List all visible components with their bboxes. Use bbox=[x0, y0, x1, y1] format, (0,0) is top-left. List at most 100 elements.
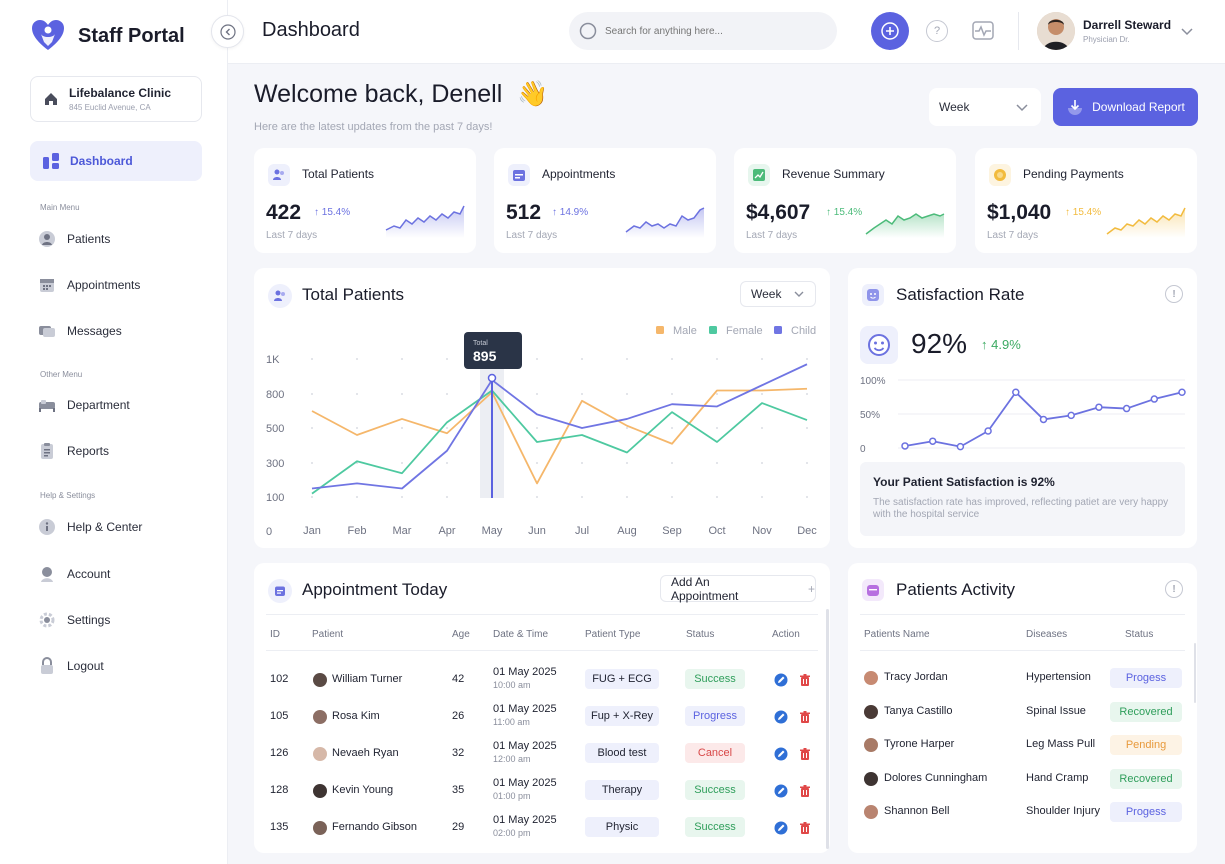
series-line-female[interactable] bbox=[311, 389, 808, 495]
avatar bbox=[313, 784, 327, 798]
data-point[interactable] bbox=[984, 427, 992, 435]
search-bar[interactable] bbox=[569, 12, 837, 50]
stat-card-revenue[interactable]: Revenue Summary $4,607 ↑ 15.4% Last 7 da… bbox=[734, 148, 956, 253]
pencil-icon bbox=[774, 710, 788, 724]
main-menu-label: Main Menu bbox=[40, 203, 80, 212]
lock-icon bbox=[38, 657, 56, 675]
sidebar-item-label: Department bbox=[67, 398, 130, 412]
list-item[interactable]: Tanya Castillo Spinal Issue Recovered bbox=[848, 698, 1193, 726]
grid-dot bbox=[401, 496, 403, 498]
collapse-sidebar-button[interactable] bbox=[211, 15, 244, 48]
data-point[interactable] bbox=[1039, 415, 1048, 424]
cell-patient: Fernando Gibson bbox=[332, 821, 417, 833]
edit-button[interactable] bbox=[774, 821, 788, 835]
plus-icon: + bbox=[807, 581, 815, 596]
edit-button[interactable] bbox=[774, 784, 788, 798]
data-point[interactable] bbox=[928, 437, 937, 445]
delete-button[interactable] bbox=[798, 747, 812, 761]
legend-label-female[interactable]: Female bbox=[726, 325, 763, 337]
cell-time: 12:00 am bbox=[493, 754, 531, 764]
download-report-button[interactable]: Download Report bbox=[1053, 88, 1198, 126]
data-point[interactable] bbox=[1095, 403, 1103, 411]
clinic-selector[interactable]: Lifebalance Clinic 845 Euclid Avenue, CA bbox=[30, 76, 202, 122]
sidebar-item-account[interactable]: Account bbox=[38, 560, 202, 588]
delete-button[interactable] bbox=[798, 821, 812, 835]
series-line-child[interactable] bbox=[311, 363, 808, 490]
info-button[interactable]: ! bbox=[1165, 285, 1183, 303]
grid-dot bbox=[536, 496, 538, 498]
chevron-down-icon[interactable] bbox=[1180, 24, 1194, 38]
grid-dot bbox=[761, 496, 763, 498]
sidebar-item-messages[interactable]: Messages bbox=[38, 317, 202, 345]
data-point[interactable] bbox=[1012, 388, 1020, 396]
add-button[interactable] bbox=[871, 12, 909, 50]
data-point[interactable] bbox=[1150, 395, 1159, 403]
stat-card-total-patients[interactable]: Total Patients 422 ↑ 15.4% Last 7 days bbox=[254, 148, 476, 253]
table-scrollbar[interactable] bbox=[1194, 643, 1196, 703]
list-item[interactable]: Tracy Jordan Hypertension Progess bbox=[848, 664, 1193, 692]
activity-monitor-icon[interactable] bbox=[971, 19, 995, 43]
delete-button[interactable] bbox=[798, 784, 812, 798]
table-row[interactable]: 105 Rosa Kim 26 01 May 2025 11:00 am Fup + X-… bbox=[254, 701, 820, 733]
sidebar-item-dashboard[interactable]: Dashboard bbox=[30, 141, 202, 181]
sidebar-item-department[interactable]: Department bbox=[38, 391, 202, 419]
info-button[interactable]: ! bbox=[1165, 580, 1183, 598]
x-tick-label: Aug bbox=[617, 525, 637, 537]
stat-card-pending-payments[interactable]: Pending Payments $1,040 ↑ 15.4% Last 7 d… bbox=[975, 148, 1197, 253]
series-line-male[interactable] bbox=[311, 387, 808, 485]
range-select[interactable]: Week bbox=[929, 88, 1041, 126]
gear-icon bbox=[38, 611, 56, 629]
type-badge: FUG + ECG bbox=[585, 669, 659, 689]
edit-button[interactable] bbox=[774, 747, 788, 761]
table-row[interactable]: 135 Fernando Gibson 29 01 May 2025 02:00 pm P… bbox=[254, 812, 820, 844]
satisfaction-card: Satisfaction Rate ! 92% ↑ 4.9% 100% 50% 0 … bbox=[848, 268, 1197, 548]
sidebar-item-settings[interactable]: Settings bbox=[38, 606, 202, 634]
legend-label-child[interactable]: Child bbox=[791, 325, 816, 337]
legend-label-male[interactable]: Male bbox=[673, 325, 697, 337]
grid-dot bbox=[356, 496, 358, 498]
list-item[interactable]: Dolores Cunningham Hand Cramp Recovered bbox=[848, 765, 1193, 793]
table-scrollbar[interactable] bbox=[826, 609, 829, 849]
data-point[interactable] bbox=[1067, 411, 1075, 420]
logo[interactable]: Staff Portal bbox=[30, 18, 185, 54]
data-point[interactable] bbox=[901, 442, 909, 450]
satisfaction-line-chart[interactable]: 100% 50% 0 bbox=[848, 368, 1197, 468]
col-header-status: Status bbox=[1125, 629, 1154, 640]
col-header-action: Action bbox=[772, 629, 800, 640]
cell-time: 02:00 pm bbox=[493, 828, 531, 838]
sidebar-item-help-center[interactable]: Help & Center bbox=[38, 513, 202, 541]
grid-dot bbox=[626, 393, 628, 395]
add-appointment-button[interactable]: Add An Appointment + bbox=[660, 575, 816, 603]
edit-button[interactable] bbox=[774, 673, 788, 687]
search-input[interactable] bbox=[605, 25, 825, 37]
sidebar-item-reports[interactable]: Reports bbox=[38, 437, 202, 465]
divider bbox=[860, 614, 1185, 615]
data-point[interactable] bbox=[1122, 404, 1131, 413]
chart-range-select[interactable]: Week bbox=[740, 281, 817, 307]
delete-button[interactable] bbox=[798, 673, 812, 687]
help-button[interactable]: ? bbox=[926, 20, 948, 42]
stat-card-appointments[interactable]: Appointments 512 ↑ 14.9% Last 7 days bbox=[494, 148, 716, 253]
avatar bbox=[313, 710, 327, 724]
help-settings-label: Help & Settings bbox=[40, 491, 96, 500]
table-row[interactable]: 126 Nevaeh Ryan 32 01 May 2025 12:00 am Blood… bbox=[254, 738, 820, 770]
user-avatar[interactable] bbox=[1037, 12, 1075, 50]
sidebar-item-appointments[interactable]: Appointments bbox=[38, 271, 202, 299]
sidebar-item-logout[interactable]: Logout bbox=[38, 652, 202, 680]
list-item[interactable]: Shannon Bell Shoulder Injury Progess bbox=[848, 798, 1193, 826]
calendar-icon bbox=[268, 579, 292, 603]
grid-dot bbox=[311, 427, 313, 429]
table-row[interactable]: 128 Kevin Young 35 01 May 2025 01:00 pm Thera… bbox=[254, 775, 820, 807]
edit-button[interactable] bbox=[774, 710, 788, 724]
list-item[interactable]: Tyrone Harper Leg Mass Pull Pending bbox=[848, 731, 1193, 759]
pencil-icon bbox=[774, 673, 788, 687]
total-patients-line-chart[interactable]: 0 100 300 500 800 1K Jan Feb Mar Apr May Jun Jul Aug S… bbox=[254, 268, 830, 548]
table-row[interactable]: 102 William Turner 42 01 May 2025 10:00 am FU… bbox=[254, 664, 820, 696]
sidebar-item-patients[interactable]: Patients bbox=[38, 225, 202, 253]
data-point[interactable] bbox=[1178, 388, 1186, 396]
grid-dot bbox=[716, 427, 718, 429]
pencil-icon bbox=[774, 784, 788, 798]
delete-button[interactable] bbox=[798, 710, 812, 724]
x-tick-label: Nov bbox=[752, 525, 772, 537]
data-point[interactable] bbox=[956, 442, 965, 451]
